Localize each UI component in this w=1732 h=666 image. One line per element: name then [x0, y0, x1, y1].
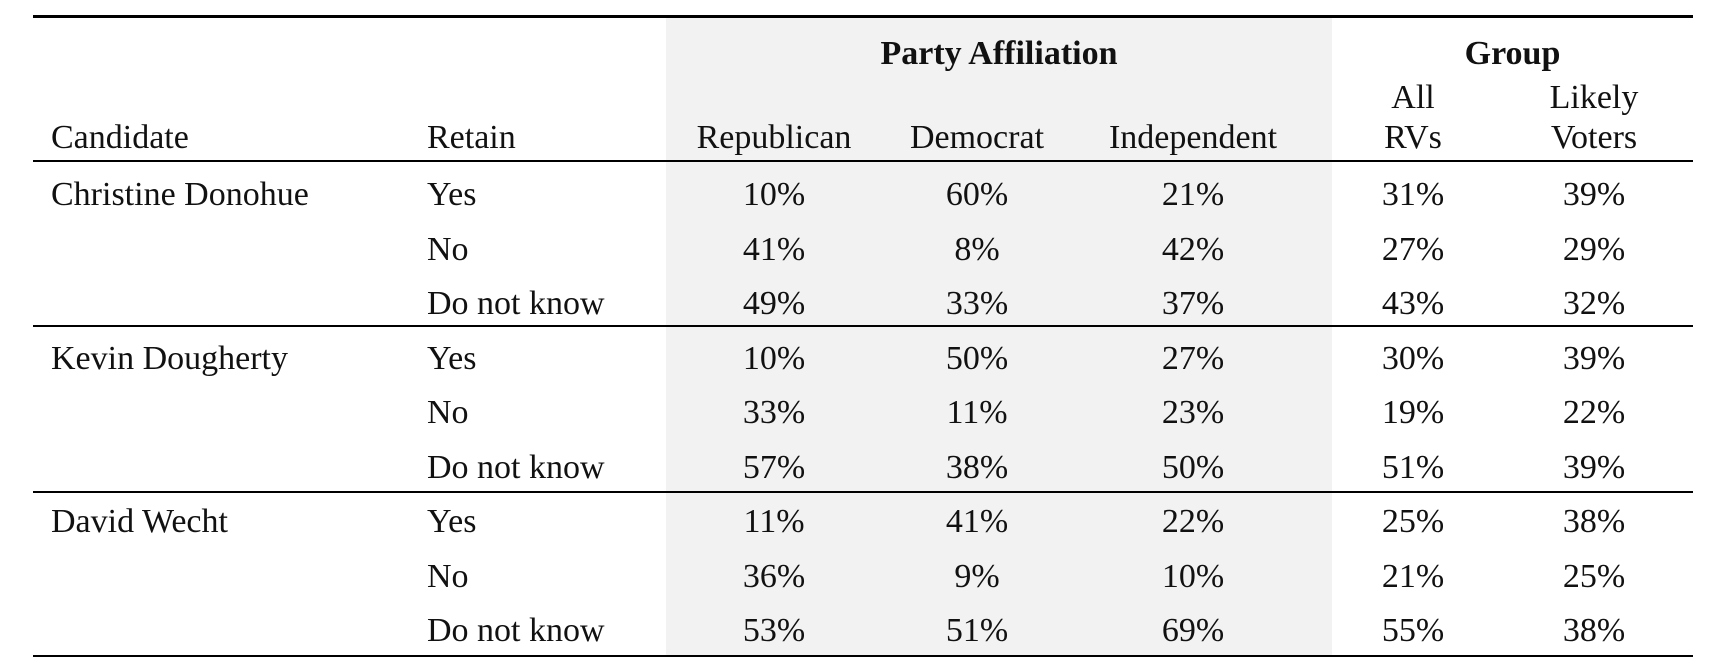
group-header: Party Affiliation — [880, 35, 1118, 72]
percent-cell: 38% — [1562, 612, 1626, 649]
retain-answer: Yes — [427, 503, 477, 540]
percent-cell: 41% — [945, 503, 1009, 540]
percent-cell: 53% — [742, 612, 806, 649]
candidate-name: Christine Donohue — [51, 176, 309, 213]
percent-cell: 11% — [946, 394, 1008, 431]
percent-cell: 10% — [742, 339, 806, 377]
percent-cell: 55% — [1381, 612, 1445, 649]
top-rule — [33, 15, 1693, 18]
block-rule — [33, 491, 1693, 493]
percent-cell: 57% — [742, 448, 806, 486]
percent-cell: 60% — [945, 176, 1009, 213]
percent-cell: 27% — [1161, 339, 1225, 377]
header-rule — [33, 160, 1693, 162]
column-header: Candidate — [51, 119, 189, 156]
percent-cell: 37% — [1161, 285, 1225, 322]
retain-answer: Do not know — [427, 448, 605, 486]
column-header: All RVs — [1384, 79, 1442, 156]
percent-cell: 22% — [1161, 503, 1225, 540]
percent-cell: 10% — [1161, 557, 1225, 595]
percent-cell: 19% — [1381, 394, 1445, 431]
percent-cell: 49% — [742, 285, 806, 322]
retain-answer: No — [427, 230, 469, 268]
percent-cell: 36% — [742, 557, 806, 595]
percent-cell: 43% — [1381, 285, 1445, 322]
percent-cell: 11% — [743, 503, 805, 540]
percent-cell: 21% — [1381, 557, 1445, 595]
percent-cell: 33% — [742, 394, 806, 431]
retain-answer: Yes — [427, 176, 477, 213]
retain-answer: No — [427, 557, 469, 595]
percent-cell: 10% — [742, 176, 806, 213]
column-header: Independent — [1108, 119, 1278, 156]
percent-cell: 33% — [945, 285, 1009, 322]
percent-cell: 41% — [742, 230, 806, 268]
retain-answer: No — [427, 394, 469, 431]
retain-answer: Do not know — [427, 612, 605, 649]
bottom-rule — [33, 655, 1693, 657]
group-header: Group — [1464, 35, 1561, 72]
candidate-name: David Wecht — [51, 503, 228, 540]
percent-cell: 32% — [1562, 285, 1626, 322]
retain-answer: Do not know — [427, 285, 605, 322]
percent-cell: 23% — [1161, 394, 1225, 431]
percent-cell: 38% — [1562, 503, 1626, 540]
column-header: Democrat — [909, 119, 1045, 156]
retain-answer: Yes — [427, 339, 477, 377]
percent-cell: 39% — [1562, 448, 1626, 486]
percent-cell: 51% — [1381, 448, 1445, 486]
block-rule — [33, 325, 1693, 327]
percent-cell: 8% — [954, 230, 1000, 268]
percent-cell: 51% — [945, 612, 1009, 649]
percent-cell: 22% — [1562, 394, 1626, 431]
percent-cell: 50% — [945, 339, 1009, 377]
percent-cell: 69% — [1161, 612, 1225, 649]
party-shade — [666, 17, 1332, 655]
percent-cell: 21% — [1161, 176, 1225, 213]
column-header: Republican — [696, 119, 852, 156]
percent-cell: 42% — [1161, 230, 1225, 268]
percent-cell: 27% — [1381, 230, 1445, 268]
percent-cell: 25% — [1381, 503, 1445, 540]
percent-cell: 50% — [1161, 448, 1225, 486]
percent-cell: 29% — [1562, 230, 1626, 268]
candidate-name: Kevin Dougherty — [51, 339, 289, 377]
column-header: Retain — [427, 119, 516, 156]
percent-cell: 31% — [1381, 176, 1445, 213]
percent-cell: 30% — [1381, 339, 1445, 377]
column-header: Likely Voters — [1549, 79, 1639, 156]
percent-cell: 38% — [945, 448, 1009, 486]
percent-cell: 39% — [1562, 176, 1626, 213]
percent-cell: 39% — [1562, 339, 1626, 377]
percent-cell: 9% — [954, 557, 1000, 595]
percent-cell: 25% — [1562, 557, 1626, 595]
